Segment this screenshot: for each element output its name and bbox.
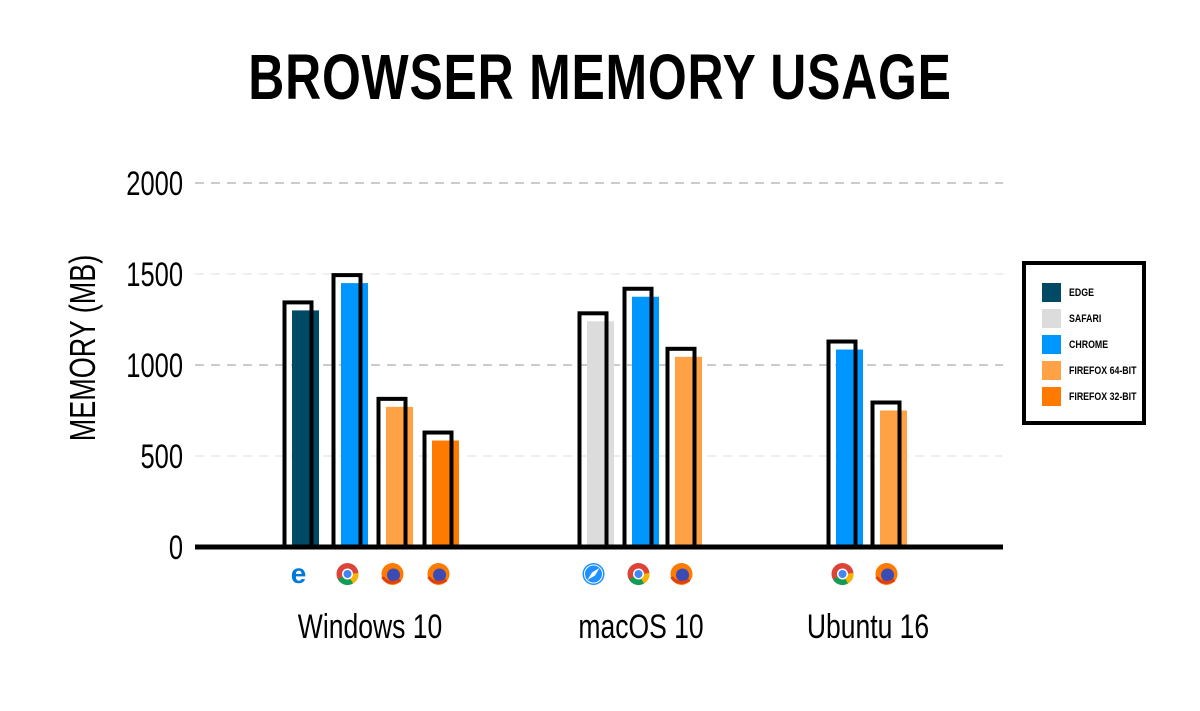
chrome-center [634,570,643,578]
firefox-globe [433,568,446,582]
chrome-center [838,570,847,578]
safari-icon [582,563,605,585]
chrome-icon [831,563,854,585]
firefox-tail [875,576,896,584]
bar-chrome [341,283,368,547]
x-category-label: Windows 10 [298,608,442,646]
y-tick-label: 0 [169,530,183,567]
x-category-label: Ubuntu 16 [807,608,929,646]
firefox-tail [670,576,691,584]
x-category-label: macOS 10 [578,608,703,646]
edge-icon: e [291,558,307,589]
legend-swatch [1042,361,1061,380]
firefox-tail [381,576,402,584]
legend-swatch [1042,387,1061,406]
legend: EDGE SAFARI CHROME FIREFOX 64-BIT FIREFOX 32… [1022,261,1146,425]
bar-chrome [836,349,863,547]
y-tick-label: 1000 [126,348,183,385]
bar-safari [587,321,614,547]
bar-firefox-64-bit [675,356,702,547]
legend-item: EDGE [1042,283,1100,302]
bar-chrome [632,296,659,547]
legend-item: FIREFOX 32-BIT [1042,387,1153,406]
legend-item: CHROME [1042,335,1118,354]
chrome-green [833,574,848,585]
edge-glyph: e [291,558,307,589]
legend-label: EDGE [1069,286,1094,299]
chrome-green [338,574,353,585]
bar-firefox-64-bit [880,410,907,547]
firefox-globe [676,568,689,582]
chart-title: BROWSER MEMORY USAGE [248,41,952,113]
y-tick-label: 1500 [126,257,183,294]
bar-firefox-64-bit [386,406,413,547]
firefox-globe [881,568,894,582]
firefox-icon [670,563,693,585]
y-axis-label: MEMORY (MB) [62,255,103,441]
legend-label: CHROME [1069,338,1109,351]
y-tick-label: 500 [140,439,183,476]
legend-label: FIREFOX 32-BIT [1069,390,1137,403]
bar-firefox-32-bit [432,440,459,547]
firefox-icon [381,563,404,585]
chrome-icon [336,563,359,585]
legend-item: FIREFOX 64-BIT [1042,361,1153,380]
firefox-icon [875,563,898,585]
chrome-icon [627,563,650,585]
legend-swatch [1042,335,1061,354]
legend-swatch [1042,283,1061,302]
legend-item: SAFARI [1042,309,1109,328]
safari-ring [584,564,603,584]
chrome-center [343,570,352,578]
safari-needle [587,568,600,580]
chrome-green [629,574,644,585]
legend-swatch [1042,309,1061,328]
legend-label: SAFARI [1069,312,1102,325]
firefox-icon [427,563,450,585]
firefox-globe [387,568,400,582]
y-tick-label: 2000 [126,166,183,203]
legend-label: FIREFOX 64-BIT [1069,364,1137,377]
firefox-tail [427,576,448,584]
bar-edge [292,310,319,547]
